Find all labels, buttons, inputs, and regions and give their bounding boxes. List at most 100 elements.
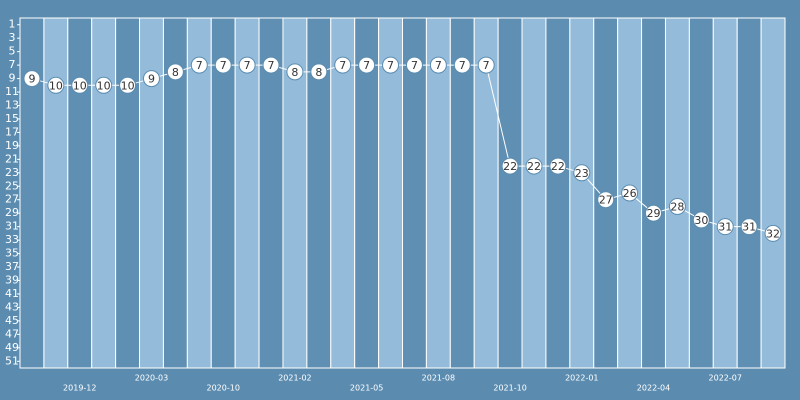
y-tick-label: 41 [5,287,19,300]
data-label: 7 [459,59,466,72]
data-label: 28 [670,200,684,213]
point [119,76,137,94]
point [764,224,782,242]
y-tick-label: 31 [5,220,19,233]
point [453,56,471,74]
point [429,56,447,74]
y-tick-label: 11 [5,85,19,98]
column [712,17,738,369]
column [545,17,571,369]
data-label: 7 [435,59,442,72]
point [286,63,304,81]
data-label: 30 [694,214,708,227]
point [214,56,232,74]
point [621,184,639,202]
y-tick-label: 25 [5,179,19,192]
y-tick-label: 1 [9,18,16,31]
point [334,56,352,74]
column [521,17,547,369]
point [23,70,41,88]
x-tick-label: 2021-08 [422,374,455,383]
data-label: 23 [575,167,589,180]
x-tick-label: 2022-01 [565,374,598,383]
y-tick-label: 29 [5,206,19,219]
y-tick-label: 9 [9,72,16,85]
x-tick-label: 2020-03 [135,374,168,383]
point [310,63,328,81]
point [190,56,208,74]
point [692,211,710,229]
column [67,17,93,369]
point [597,191,615,209]
column [91,17,117,369]
y-tick-label: 23 [5,166,19,179]
point [358,56,376,74]
data-label: 8 [172,66,179,79]
data-label: 22 [527,160,541,173]
data-label: 7 [268,59,275,72]
data-label: 7 [363,59,370,72]
column [43,17,69,369]
x-tick-label: 2021-02 [278,374,311,383]
y-tick-label: 5 [9,45,16,58]
data-label: 10 [73,79,87,92]
column [641,17,666,369]
column [688,17,714,369]
data-label: 7 [196,59,203,72]
point [166,63,184,81]
y-tick-label: 47 [5,327,19,340]
data-label: 22 [503,160,517,173]
point [95,76,113,94]
data-label: 10 [49,79,63,92]
data-label: 10 [97,79,111,92]
y-tick-label: 43 [5,300,19,313]
y-tick-label: 33 [5,233,19,246]
point [525,157,543,175]
data-label: 10 [121,79,135,92]
y-tick-label: 51 [5,354,19,367]
data-label: 7 [244,59,251,72]
x-tick-label: 2022-04 [637,384,670,393]
y-tick-label: 13 [5,99,19,112]
y-tick-label: 37 [5,260,19,273]
point [142,70,160,88]
point [382,56,400,74]
y-tick-label: 3 [9,31,16,44]
data-label: 8 [291,66,298,79]
point [549,157,567,175]
column [497,17,523,369]
point [573,164,591,182]
x-tick-label: 2020-10 [206,384,239,393]
data-label: 31 [742,221,756,234]
point [262,56,280,74]
point [740,218,758,236]
column [115,17,141,369]
point [645,204,663,222]
point [668,197,686,215]
column [736,17,762,369]
data-label: 26 [623,187,637,200]
point [405,56,423,74]
x-tick-label: 2021-10 [493,384,526,393]
x-tick-label: 2019-12 [63,384,96,393]
y-tick-label: 17 [5,125,19,138]
y-tick-label: 19 [5,139,19,152]
y-tick-label: 7 [9,58,16,71]
column [760,17,786,369]
data-label: 9 [28,73,35,86]
data-label: 27 [599,194,613,207]
y-tick-label: 27 [5,193,19,206]
data-label: 7 [411,59,418,72]
x-tick-label: 2022-07 [709,374,742,383]
point [501,157,519,175]
data-label: 29 [647,207,661,220]
data-label: 7 [220,59,227,72]
x-tick-label: 2021-05 [350,384,383,393]
y-tick-label: 35 [5,247,19,260]
column [664,17,690,369]
data-label: 31 [718,221,732,234]
point [716,218,734,236]
column [569,17,595,369]
y-tick-label: 49 [5,341,19,354]
